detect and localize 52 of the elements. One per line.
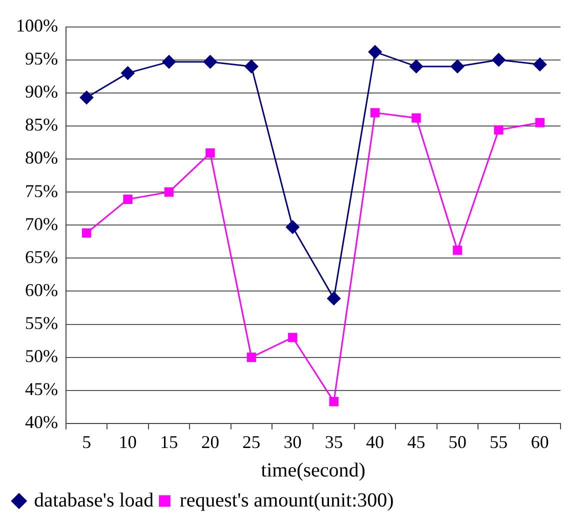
- point: [164, 187, 174, 197]
- x-tick-label: 5: [82, 432, 92, 452]
- y-tick-label: 65%: [24, 246, 58, 267]
- point: [206, 148, 215, 158]
- x-tick-label: 25: [242, 432, 260, 452]
- point: [450, 60, 464, 74]
- x-tick-label: 15: [160, 432, 178, 452]
- x-tick-label: 40: [366, 432, 384, 452]
- x-tick-label: 55: [490, 432, 508, 452]
- x-tick-label: 60: [530, 432, 549, 452]
- point: [246, 352, 256, 362]
- y-tick-label: 50%: [24, 346, 58, 366]
- point: [286, 220, 300, 234]
- point: [80, 90, 94, 104]
- point: [121, 66, 135, 80]
- point: [370, 108, 380, 118]
- point: [327, 292, 341, 306]
- x-tick-label: 20: [201, 432, 220, 452]
- legend-label: request's amount(unit:300): [180, 489, 394, 512]
- point: [535, 118, 545, 128]
- x-tick-label: 10: [118, 432, 137, 452]
- legend-label: database's load: [34, 489, 154, 512]
- point: [412, 113, 421, 123]
- y-tick-label: 100%: [16, 16, 58, 36]
- point: [82, 228, 92, 238]
- x-tick-label: 50: [448, 432, 466, 452]
- point: [494, 125, 504, 135]
- point: [288, 332, 298, 342]
- y-tick-label: 85%: [24, 114, 58, 135]
- y-tick-label: 80%: [24, 148, 58, 168]
- point: [452, 246, 462, 255]
- point: [162, 55, 176, 69]
- x-tick-label: 35: [324, 432, 343, 452]
- x-tick-label: 30: [284, 432, 302, 452]
- point: [203, 55, 217, 69]
- y-tick-label: 60%: [24, 280, 58, 300]
- point: [244, 60, 258, 74]
- y-tick-label: 75%: [24, 180, 58, 201]
- y-tick-label: 45%: [24, 379, 58, 400]
- y-tick-label: 95%: [24, 48, 58, 69]
- point: [492, 53, 506, 67]
- y-tick-label: 70%: [24, 214, 58, 234]
- point: [410, 60, 424, 74]
- point: [368, 45, 382, 59]
- x-axis-title: time(second): [261, 459, 366, 482]
- x-tick-label: 45: [407, 432, 426, 452]
- y-tick-label: 90%: [24, 82, 58, 102]
- y-tick-label: 40%: [24, 412, 58, 432]
- point: [123, 194, 132, 204]
- y-tick-label: 55%: [24, 312, 58, 333]
- point: [533, 58, 547, 72]
- point: [329, 396, 338, 406]
